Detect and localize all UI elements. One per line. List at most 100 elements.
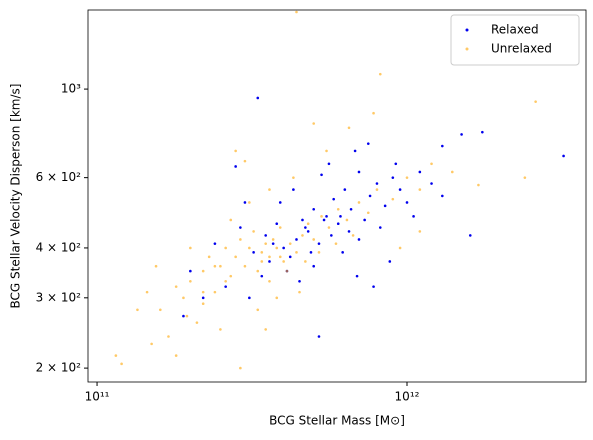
scatter-point bbox=[398, 188, 402, 191]
scatter-point bbox=[301, 234, 304, 237]
scatter-point bbox=[468, 234, 472, 237]
scatter-point bbox=[378, 72, 382, 76]
scatter-point bbox=[260, 260, 264, 263]
scatter-point bbox=[150, 342, 153, 346]
scatter-point bbox=[234, 149, 237, 153]
scatter-point bbox=[229, 218, 233, 222]
scatter-point bbox=[189, 279, 192, 283]
scatter-point bbox=[182, 314, 185, 318]
scatter-point bbox=[430, 182, 433, 185]
scatter-point bbox=[322, 218, 326, 222]
scatter-point bbox=[207, 255, 211, 259]
scatter-point bbox=[182, 296, 185, 300]
scatter-point bbox=[213, 290, 217, 294]
scatter-point bbox=[304, 226, 307, 229]
scatter-point bbox=[327, 226, 331, 229]
scatter-point bbox=[523, 176, 527, 179]
scatter-point bbox=[219, 264, 222, 268]
scatter-point bbox=[309, 251, 313, 254]
scatter-point bbox=[336, 222, 340, 226]
scatter-point bbox=[306, 222, 310, 226]
scatter-point bbox=[383, 204, 387, 208]
scatter-point bbox=[375, 182, 379, 185]
scatter-point bbox=[275, 222, 279, 226]
legend-marker bbox=[465, 28, 469, 32]
x-tick-label: 10¹¹ bbox=[85, 390, 110, 404]
scatter-point bbox=[256, 269, 260, 273]
legend-box bbox=[450, 14, 580, 66]
legend-label: Unrelaxed bbox=[491, 42, 552, 56]
scatter-point bbox=[264, 234, 267, 237]
scatter-point bbox=[264, 242, 267, 245]
scatter-point bbox=[312, 122, 315, 125]
scatter-point bbox=[412, 215, 415, 218]
scatter-point bbox=[325, 149, 328, 153]
scatter-point bbox=[260, 251, 264, 254]
scatter-point bbox=[268, 279, 271, 283]
scatter-point bbox=[332, 197, 335, 201]
scatter-point bbox=[357, 201, 361, 204]
scatter-point bbox=[239, 226, 242, 229]
scatter-point bbox=[278, 226, 282, 229]
scatter-point bbox=[224, 246, 227, 250]
scatter-point bbox=[372, 285, 375, 288]
scatter-point bbox=[355, 274, 359, 278]
scatter-point bbox=[562, 154, 565, 158]
scatter-point bbox=[243, 201, 247, 204]
scatter-point bbox=[260, 274, 264, 278]
scatter-point bbox=[317, 251, 321, 254]
scatter-point bbox=[243, 264, 247, 268]
scatter-point bbox=[213, 264, 217, 268]
scatter-point bbox=[441, 194, 444, 198]
scatter-point bbox=[114, 354, 118, 357]
scatter-point bbox=[229, 274, 233, 278]
x-axis-title: BCG Stellar Mass [M⊙] bbox=[269, 414, 405, 428]
scatter-point bbox=[234, 255, 237, 259]
scatter-point bbox=[288, 242, 292, 245]
scatter-point bbox=[278, 201, 282, 204]
scatter-point bbox=[292, 188, 295, 191]
scatter-point bbox=[343, 188, 347, 191]
scatter-point bbox=[366, 211, 370, 215]
scatter-point bbox=[391, 176, 395, 179]
scatter-point bbox=[312, 207, 315, 211]
scatter-point bbox=[378, 226, 382, 229]
scatter-point bbox=[213, 242, 217, 245]
scatter-point bbox=[334, 242, 338, 245]
scatter-point bbox=[282, 246, 285, 250]
y-tick-label: 10³ bbox=[61, 82, 81, 96]
scatter-point bbox=[252, 251, 255, 254]
scatter-point bbox=[339, 215, 342, 218]
scatter-point bbox=[295, 10, 298, 14]
scatter-point bbox=[298, 290, 301, 294]
scatter-point bbox=[351, 234, 355, 237]
scatter-point bbox=[201, 296, 205, 300]
scatter-point bbox=[256, 96, 260, 100]
scatter-point bbox=[167, 335, 170, 338]
scatter-point bbox=[252, 230, 255, 233]
scatter-point bbox=[405, 176, 409, 179]
scatter-point bbox=[306, 230, 310, 233]
scatter-point bbox=[418, 170, 422, 174]
scatter-point bbox=[398, 246, 402, 250]
scatter-point bbox=[353, 149, 357, 153]
scatter-point bbox=[327, 162, 331, 166]
scatter-point bbox=[320, 173, 323, 177]
scatter-point bbox=[317, 242, 321, 245]
scatter-point bbox=[388, 260, 392, 263]
scatter-point bbox=[391, 197, 395, 201]
scatter-point bbox=[275, 296, 279, 300]
scatter-point bbox=[477, 183, 480, 187]
y-tick-label: 3 × 10² bbox=[36, 290, 82, 304]
scatter-point bbox=[301, 218, 304, 222]
scatter-point bbox=[288, 255, 292, 259]
scatter-point bbox=[534, 100, 537, 103]
scatter-point bbox=[256, 308, 260, 312]
y-tick-label: 4 × 10² bbox=[36, 240, 82, 254]
scatter-point bbox=[298, 279, 301, 283]
scatter-point bbox=[239, 238, 242, 241]
scatter-point bbox=[357, 238, 361, 241]
scatter-point bbox=[312, 238, 315, 241]
scatter-point bbox=[282, 260, 285, 263]
